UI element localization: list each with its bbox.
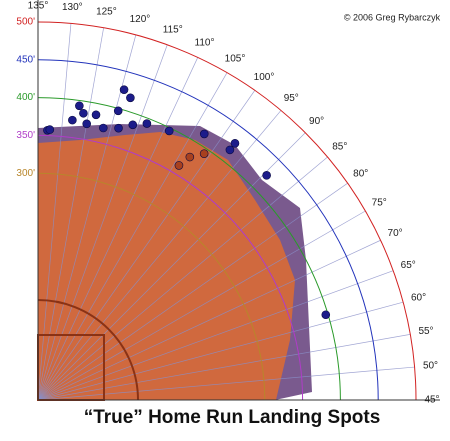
angle-label: 65° bbox=[401, 260, 416, 271]
angle-label: 120° bbox=[130, 14, 151, 25]
landing-spot bbox=[225, 145, 235, 155]
radial-line bbox=[37, 27, 104, 401]
distance-label: 300' bbox=[16, 168, 35, 179]
angle-label: 75° bbox=[372, 198, 387, 209]
marks bbox=[43, 85, 331, 320]
angle-label: 105° bbox=[225, 53, 246, 64]
credit: © 2006 Greg Rybarczyk bbox=[344, 12, 441, 22]
distance-ring bbox=[37, 172, 266, 401]
angle-label: 80° bbox=[353, 169, 368, 180]
distance-ring bbox=[37, 21, 417, 401]
radial-line bbox=[37, 110, 282, 401]
landing-spot bbox=[119, 85, 129, 94]
landing-spot bbox=[82, 119, 92, 129]
landing-spot bbox=[79, 108, 88, 118]
distance-label: 400' bbox=[16, 92, 35, 103]
landing-spot bbox=[185, 152, 195, 162]
radial-line bbox=[37, 182, 348, 401]
landing-spot bbox=[230, 138, 240, 148]
angle-label: 95° bbox=[284, 93, 299, 104]
angle-label: 135° bbox=[28, 1, 49, 12]
radial-line bbox=[37, 34, 137, 401]
field-region bbox=[38, 132, 295, 400]
distance-label: 350' bbox=[16, 130, 35, 141]
landing-spot bbox=[128, 120, 138, 130]
angle-label: 90° bbox=[309, 116, 324, 127]
landing-spot bbox=[199, 149, 209, 158]
landing-spot bbox=[45, 125, 55, 134]
landing-spot bbox=[142, 119, 152, 128]
landing-spot bbox=[262, 171, 271, 180]
angle-label: 100° bbox=[254, 72, 275, 83]
radial-line bbox=[37, 210, 366, 401]
landing-spot bbox=[174, 161, 184, 170]
landing-spot bbox=[113, 106, 123, 116]
angle-label: 115° bbox=[163, 24, 183, 35]
angle-label: 85° bbox=[332, 141, 347, 152]
radial-line bbox=[37, 72, 228, 401]
landing-spot bbox=[75, 101, 84, 111]
radial-line bbox=[37, 156, 328, 401]
distance-ring bbox=[37, 59, 379, 401]
distance-ring bbox=[37, 134, 304, 401]
angle-label: 55° bbox=[418, 326, 433, 337]
landing-spot bbox=[91, 110, 101, 120]
radial-line bbox=[37, 239, 381, 401]
distance-label: 450' bbox=[16, 54, 35, 65]
radial-line bbox=[37, 57, 199, 401]
angle-label: 60° bbox=[411, 293, 426, 304]
radial-line bbox=[37, 366, 415, 401]
distance-ring bbox=[37, 97, 341, 401]
radial-line bbox=[37, 90, 256, 401]
angle-label: 110° bbox=[195, 38, 215, 49]
distance-label: 500' bbox=[16, 17, 35, 28]
chart-title: “True” Home Run Landing Spots bbox=[84, 407, 381, 428]
angle-label: 125° bbox=[96, 7, 117, 18]
angle-label: 45° bbox=[424, 395, 439, 406]
radial-line bbox=[37, 44, 168, 401]
angle-label: 130° bbox=[62, 2, 83, 13]
landing-spot bbox=[321, 310, 331, 320]
angle-label: 70° bbox=[388, 228, 403, 239]
landing-spot bbox=[126, 93, 135, 103]
infield-arc bbox=[37, 299, 139, 401]
landing-spot bbox=[114, 123, 123, 133]
radial-line bbox=[37, 132, 306, 401]
landing-spot bbox=[164, 126, 174, 136]
radial-line bbox=[37, 23, 72, 401]
radial-line bbox=[37, 301, 404, 401]
angle-label: 50° bbox=[423, 360, 438, 371]
landing-spot bbox=[68, 115, 77, 125]
radial-line bbox=[37, 334, 411, 401]
landing-spot bbox=[199, 129, 209, 139]
landing-spot bbox=[98, 123, 108, 133]
radial-line bbox=[37, 270, 394, 401]
